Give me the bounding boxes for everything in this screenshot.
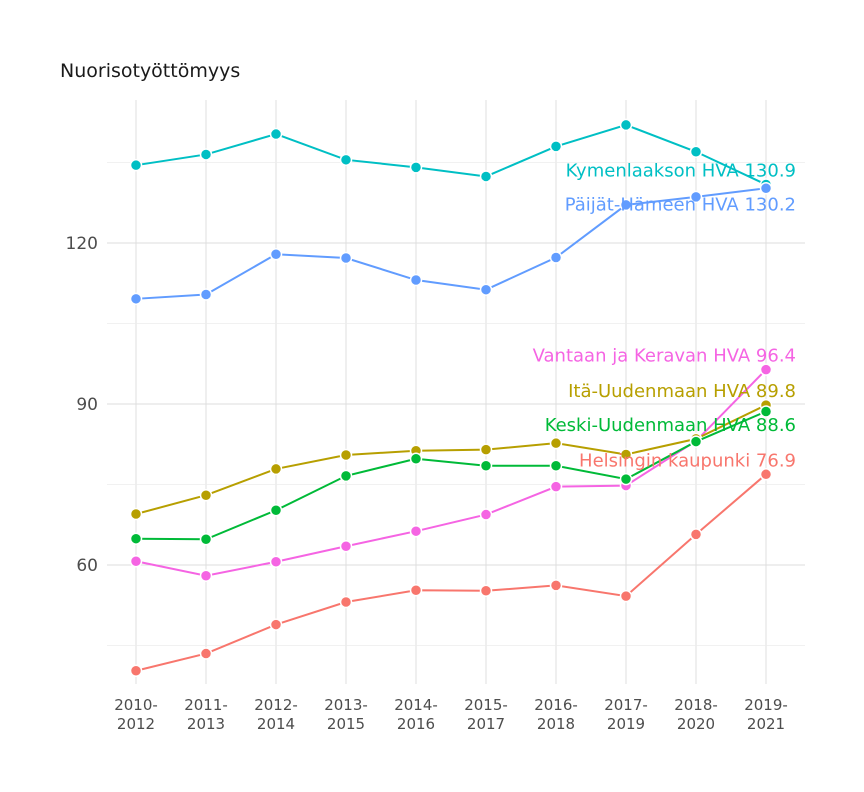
data-point (479, 584, 493, 598)
data-point (129, 158, 143, 172)
data-point (549, 480, 563, 493)
data-point (619, 589, 633, 603)
x-tick-label: 2014-2016 (394, 696, 438, 733)
series-end-label: Keski-Uudenmaan HVA 88.6 (545, 415, 796, 436)
data-point (129, 507, 143, 521)
series-line (135, 410, 767, 541)
series-helsingin-kaupunki (129, 468, 773, 677)
data-point (409, 583, 423, 597)
data-point (199, 532, 213, 546)
x-tick-label: 2011-2013 (184, 696, 228, 733)
data-point (129, 554, 143, 568)
data-point (199, 488, 213, 502)
x-axis-ticks: 2010-2012 2011-2013 2012-2014 2013-2015 2014… (114, 696, 788, 733)
series-line (135, 404, 767, 515)
data-point (199, 148, 213, 161)
data-point (269, 248, 283, 261)
series-end-label: Helsingin kaupunki 76.9 (579, 450, 796, 471)
series-line (135, 123, 767, 186)
series-line (135, 368, 767, 577)
data-point (479, 170, 493, 183)
data-point (339, 595, 353, 609)
series-end-label: Päijät-Hämeen HVA 130.2 (565, 195, 796, 216)
x-tick-label: 2016-2018 (534, 696, 578, 733)
data-point (549, 436, 563, 450)
y-tick-label: 90 (76, 395, 98, 415)
x-tick-label: 2019-2021 (744, 696, 788, 733)
data-point (479, 508, 493, 521)
data-point (479, 443, 493, 456)
data-point (269, 462, 283, 476)
data-point (339, 448, 353, 462)
x-tick-label: 2017-2019 (604, 696, 648, 733)
data-point (549, 459, 563, 472)
data-point (549, 140, 563, 153)
data-point (619, 118, 633, 132)
data-point (199, 288, 213, 301)
data-point (689, 145, 703, 159)
data-point (269, 127, 283, 141)
data-point (129, 664, 143, 677)
data-point (269, 555, 283, 569)
data-point (619, 198, 633, 212)
chart-title: Nuorisotyöttömyys (60, 60, 240, 82)
data-point (759, 363, 773, 376)
y-tick-label: 60 (76, 556, 98, 576)
data-point (689, 435, 703, 448)
data-point (759, 405, 773, 418)
series-vantaan-ja-keravan-hva (129, 363, 773, 582)
series-end-label: Vantaan ja Keravan HVA 96.4 (533, 346, 796, 367)
x-tick-label: 2012-2014 (254, 696, 298, 733)
data-point (689, 528, 703, 541)
data-point (269, 618, 283, 631)
data-point (199, 569, 213, 582)
series-p-ij-t-h-meen-hva (129, 182, 773, 306)
data-point (269, 504, 283, 517)
series-keski-uudenmaan-hva (129, 405, 773, 546)
data-point (409, 452, 423, 465)
series-group (129, 118, 773, 677)
data-point (199, 647, 213, 660)
data-point (409, 524, 423, 538)
data-point (549, 579, 563, 592)
data-point (479, 283, 493, 296)
x-tick-label: 2013-2015 (324, 696, 368, 733)
data-point (619, 448, 633, 461)
x-tick-label: 2015-2017 (464, 696, 508, 733)
data-point (689, 190, 703, 204)
data-point (129, 292, 143, 306)
series-end-label: Kymenlaakson HVA 130.9 (566, 161, 796, 182)
x-tick-label: 2010-2012 (114, 696, 158, 733)
data-point (339, 469, 353, 483)
data-point (339, 539, 353, 553)
end-labels: Kymenlaakson HVA 130.9 Päijät-Hämeen HVA … (533, 161, 796, 472)
data-point (759, 468, 773, 481)
data-point (619, 472, 633, 486)
series-line (135, 187, 767, 300)
data-point (339, 153, 353, 167)
data-point (409, 161, 423, 174)
series-end-label: Itä-Uudenmaan HVA 89.8 (568, 381, 796, 402)
x-tick-label: 2018-2020 (674, 696, 718, 733)
data-point (409, 273, 423, 287)
y-axis-ticks: 60 90 120 (66, 234, 98, 576)
data-point (479, 459, 493, 472)
y-tick-label: 120 (66, 234, 98, 254)
data-point (129, 532, 143, 545)
data-point (549, 251, 563, 264)
series-line (135, 473, 767, 672)
data-point (759, 182, 773, 195)
data-point (339, 251, 353, 265)
